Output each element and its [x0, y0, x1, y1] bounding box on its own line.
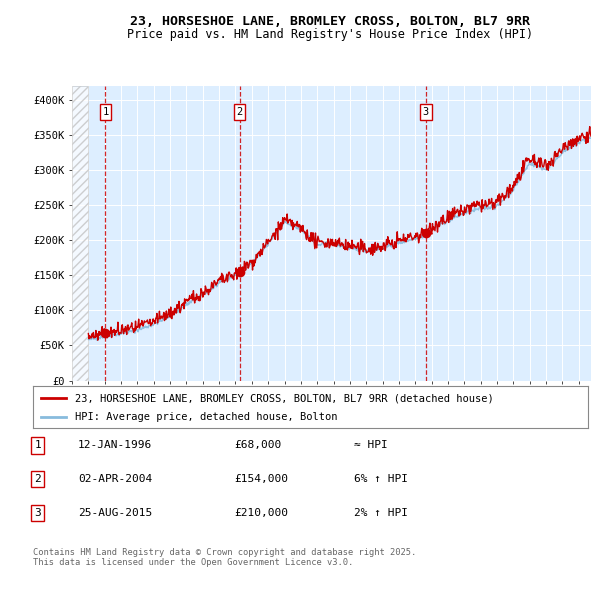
Bar	[72, 86, 88, 381]
Text: 23, HORSESHOE LANE, BROMLEY CROSS, BOLTON, BL7 9RR (detached house): 23, HORSESHOE LANE, BROMLEY CROSS, BOLTO…	[74, 393, 493, 403]
Text: Contains HM Land Registry data © Crown copyright and database right 2025.
This d: Contains HM Land Registry data © Crown c…	[33, 548, 416, 567]
Text: 3: 3	[423, 107, 429, 117]
Text: 2: 2	[236, 107, 242, 117]
Text: 23, HORSESHOE LANE, BROMLEY CROSS, BOLTON, BL7 9RR: 23, HORSESHOE LANE, BROMLEY CROSS, BOLTO…	[130, 15, 530, 28]
Text: 2: 2	[34, 474, 41, 484]
Text: 12-JAN-1996: 12-JAN-1996	[78, 441, 152, 450]
Text: 1: 1	[102, 107, 109, 117]
Text: 02-APR-2004: 02-APR-2004	[78, 474, 152, 484]
Text: 3: 3	[34, 509, 41, 518]
Text: ≈ HPI: ≈ HPI	[354, 441, 388, 450]
Text: 25-AUG-2015: 25-AUG-2015	[78, 509, 152, 518]
Text: 6% ↑ HPI: 6% ↑ HPI	[354, 474, 408, 484]
Text: £154,000: £154,000	[234, 474, 288, 484]
Text: £210,000: £210,000	[234, 509, 288, 518]
Text: 1: 1	[34, 441, 41, 450]
Text: Price paid vs. HM Land Registry's House Price Index (HPI): Price paid vs. HM Land Registry's House …	[127, 28, 533, 41]
Text: HPI: Average price, detached house, Bolton: HPI: Average price, detached house, Bolt…	[74, 412, 337, 422]
Text: £68,000: £68,000	[234, 441, 281, 450]
Text: 2% ↑ HPI: 2% ↑ HPI	[354, 509, 408, 518]
